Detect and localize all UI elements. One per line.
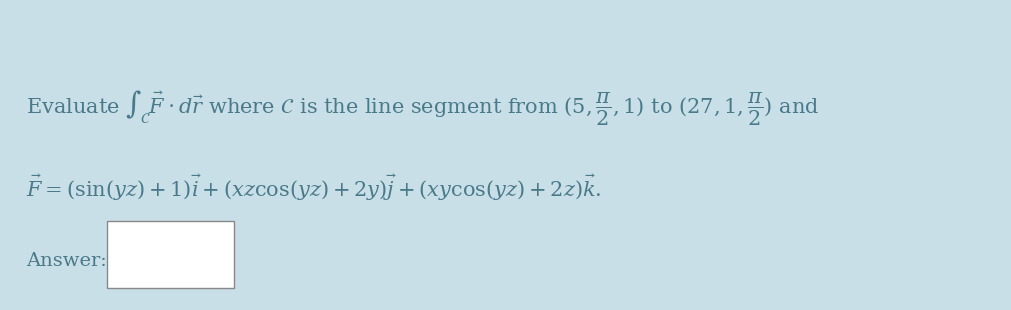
Text: $\vec{F} = (\sin(yz) + 1)\vec{i} + (xz\cos(yz) + 2y)\vec{j} + (xy\cos(yz) + 2z)\: $\vec{F} = (\sin(yz) + 1)\vec{i} + (xz\c… [25,173,601,203]
Text: Answer:: Answer: [25,251,106,269]
Text: Evaluate $\int_{\mathcal{C}} \vec{F} \cdot d\vec{r}$ where $\mathcal{C}$ is the : Evaluate $\int_{\mathcal{C}} \vec{F} \cd… [25,89,818,128]
FancyBboxPatch shape [107,221,234,288]
